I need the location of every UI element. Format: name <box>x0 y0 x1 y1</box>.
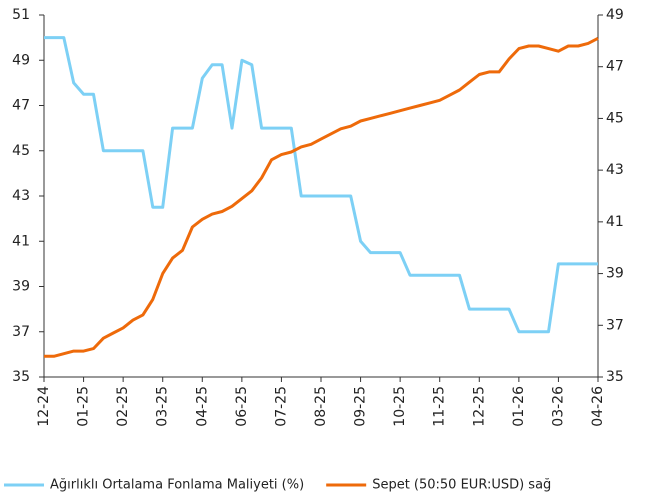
x-tick-label: 02-25 <box>115 386 131 427</box>
x-tick-label: 08-25 <box>313 386 329 427</box>
legend-label: Ağırlıklı Ortalama Fonlama Maliyeti (%) <box>50 478 304 493</box>
y-tick-label: 49 <box>12 52 30 68</box>
x-tick-label: 07-25 <box>273 386 289 427</box>
y2-tick-label: 39 <box>606 266 624 282</box>
x-tick-label: 09-25 <box>353 386 369 427</box>
x-tick-label: 12-24 <box>36 386 52 427</box>
y-tick-label: 45 <box>12 143 30 159</box>
y2-tick-label: 37 <box>606 317 624 333</box>
x-tick-label: 03-26 <box>550 386 566 427</box>
x-tick-label: 06-25 <box>234 386 250 427</box>
x-tick-label: 01-26 <box>511 386 527 427</box>
y2-tick-label: 47 <box>606 59 624 75</box>
legend-label: Sepet (50:50 EUR:USD) sağ <box>372 478 551 493</box>
x-tick-label: 03-25 <box>155 386 171 427</box>
y-tick-label: 37 <box>12 324 30 340</box>
y-tick-label: 43 <box>12 188 30 204</box>
series-line <box>44 36 598 334</box>
y2-tick-label: 43 <box>606 162 624 178</box>
x-tick-label: 10-25 <box>392 386 408 427</box>
y-tick-label: 39 <box>12 279 30 295</box>
y-tick-label: 35 <box>12 369 30 385</box>
y2-tick-label: 41 <box>606 214 624 230</box>
x-tick-label: 12-25 <box>471 386 487 427</box>
x-tick-label: 04-25 <box>194 386 210 427</box>
y2-tick-label: 35 <box>606 369 624 385</box>
y-tick-label: 41 <box>12 233 30 249</box>
x-tick-label: 01-25 <box>76 386 92 427</box>
y-tick-label: 47 <box>12 98 30 114</box>
series-line <box>44 36 599 358</box>
y2-tick-label: 45 <box>606 110 624 126</box>
y2-tick-label: 49 <box>606 7 624 23</box>
y-tick-label: 51 <box>12 7 30 23</box>
x-tick-label: 04-26 <box>590 386 606 427</box>
x-tick-label: 11-25 <box>432 386 448 427</box>
